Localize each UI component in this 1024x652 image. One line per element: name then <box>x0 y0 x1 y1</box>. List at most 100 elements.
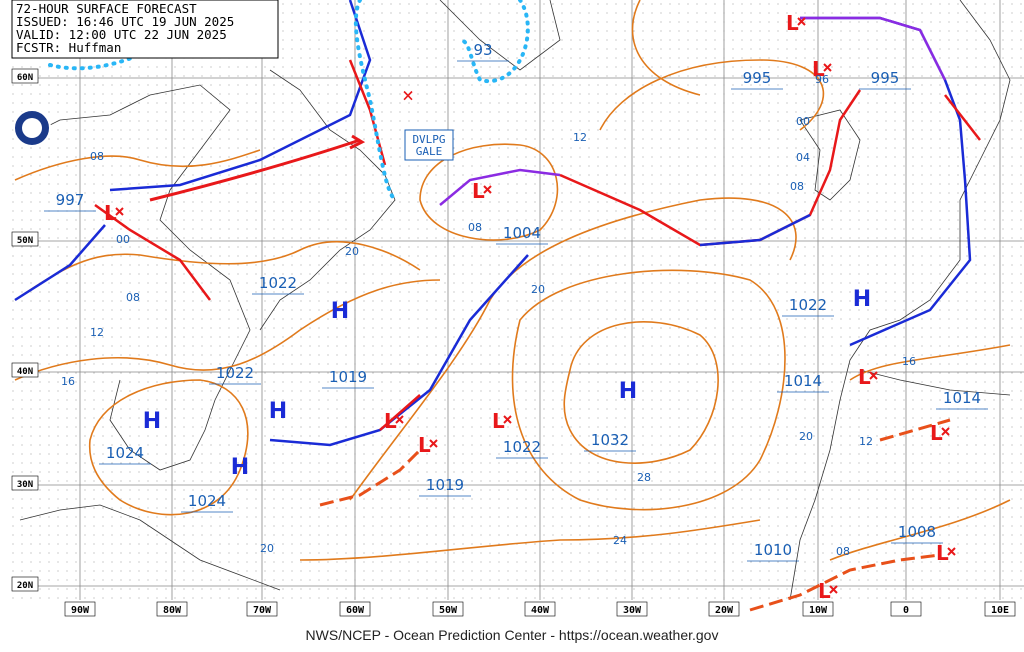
low-x <box>823 63 832 72</box>
isobar-label: 24 <box>613 534 627 547</box>
lon-label: 30W <box>623 605 642 616</box>
isobar-label: 20 <box>345 245 359 258</box>
isobar-label: 20 <box>799 430 813 443</box>
lon-label-box <box>524 601 556 617</box>
lon-label: 40W <box>531 605 550 616</box>
isobar-label: 08 <box>90 150 104 163</box>
lon-label: 80W <box>163 605 182 616</box>
pressure-label: 1022 <box>789 296 827 314</box>
pressure-label: 1024 <box>188 492 226 510</box>
header-line: FCSTR: Huffman <box>16 40 121 55</box>
lat-label-box <box>11 231 39 247</box>
header-box <box>11 0 279 59</box>
pressure-label: 93 <box>473 41 492 59</box>
high-center: H <box>331 299 349 324</box>
isobar-label: 08 <box>836 545 850 558</box>
isobar-label: 08 <box>790 180 804 193</box>
lon-label-box <box>246 601 278 617</box>
low-x <box>483 185 492 194</box>
isobar-label: 08 <box>126 291 140 304</box>
isobar-label: 16 <box>61 375 75 388</box>
low-center: L <box>936 541 949 565</box>
pressure-label: 995 <box>743 69 772 87</box>
lat-label-box <box>11 68 39 84</box>
lon-label: 70W <box>253 605 272 616</box>
low-x <box>869 371 878 380</box>
lon-label-box <box>984 601 1016 617</box>
lat-label: 60N <box>17 73 33 83</box>
graticule <box>12 0 1024 600</box>
lon-label-box <box>432 601 464 617</box>
pressure-label: 1014 <box>943 389 981 407</box>
noaa-logo <box>13 109 51 147</box>
coastlines <box>19 0 1011 601</box>
lat-label-box <box>11 362 39 378</box>
isobar-label: 12 <box>573 131 587 144</box>
low-center: L <box>384 409 397 433</box>
low-x <box>797 17 806 26</box>
annotation-line: DVLPG <box>412 133 445 146</box>
pressure-label: 1008 <box>898 523 936 541</box>
lat-label-box <box>11 576 39 592</box>
low-center: L <box>818 579 831 603</box>
low-x <box>829 585 838 594</box>
lat-label: 30N <box>17 480 33 490</box>
isobar-label: 20 <box>260 542 274 555</box>
isobar-label: 04 <box>796 151 810 164</box>
low-center: L <box>786 11 799 35</box>
isobar-label: 00 <box>116 233 130 246</box>
pressure-label: 997 <box>56 191 85 209</box>
lon-label-box <box>339 601 371 617</box>
low-center: L <box>492 409 505 433</box>
low-center: L <box>930 421 943 445</box>
lon-label-box <box>708 601 740 617</box>
low-center: L <box>472 179 485 203</box>
pressure-label: 1032 <box>591 431 629 449</box>
isobar-label: 12 <box>859 435 873 448</box>
high-center: H <box>143 409 161 434</box>
annotation-box <box>404 129 454 161</box>
low-x <box>941 427 950 436</box>
low-center: L <box>858 365 871 389</box>
lon-label-box <box>64 601 96 617</box>
x-marker: × <box>402 83 414 107</box>
low-center: L <box>812 57 825 81</box>
header-line: VALID: 12:00 UTC 22 JUN 2025 <box>16 27 227 42</box>
isobar-label: 16 <box>902 355 916 368</box>
map-area <box>12 0 1024 600</box>
isobar-label: 28 <box>637 471 651 484</box>
pressure-label: 1022 <box>503 438 541 456</box>
lat-label-box <box>11 475 39 491</box>
lat-label: 40N <box>17 367 33 377</box>
lon-label: 10E <box>991 605 1009 616</box>
fronts <box>14 0 981 612</box>
footer: NWS/NCEP - Ocean Prediction Center - htt… <box>306 627 719 643</box>
lon-label: 90W <box>71 605 90 616</box>
pressure-label: 1014 <box>784 372 822 390</box>
lon-label-box <box>802 601 834 617</box>
lat-label: 50N <box>17 236 33 246</box>
high-center: H <box>619 379 637 404</box>
lon-label: 50W <box>439 605 458 616</box>
low-center: L <box>104 201 117 225</box>
pressure-label: 1022 <box>259 274 297 292</box>
lon-label: 60W <box>346 605 365 616</box>
pressure-label: 1019 <box>426 476 464 494</box>
lon-label: 20W <box>715 605 734 616</box>
lon-label: 0 <box>903 605 909 616</box>
low-x <box>429 439 438 448</box>
pressure-label: 1019 <box>329 368 367 386</box>
low-x <box>947 547 956 556</box>
pressure-label: 1024 <box>106 444 144 462</box>
lon-label: 10W <box>809 605 828 616</box>
low-x <box>503 415 512 424</box>
annotation-line: GALE <box>416 145 443 158</box>
isobar-label: 96 <box>815 73 829 86</box>
lon-label-box <box>616 601 648 617</box>
isobar-label: 08 <box>468 221 482 234</box>
lon-label-box <box>890 601 922 617</box>
pressure-label: 1022 <box>216 364 254 382</box>
low-x <box>115 207 124 216</box>
